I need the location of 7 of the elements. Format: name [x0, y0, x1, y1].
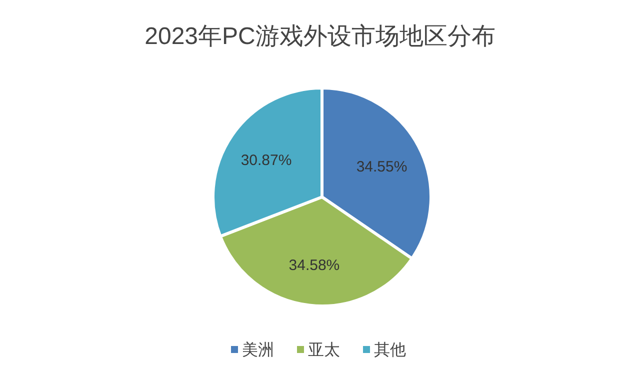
chart-title: 2023年PC游戏外设市场地区分布: [144, 23, 496, 50]
legend-label: 其他: [374, 341, 406, 359]
legend-label: 美洲: [242, 341, 274, 359]
data-label: 34.58%: [288, 257, 340, 274]
data-label: 30.87%: [240, 152, 292, 169]
data-label: 34.55%: [356, 158, 408, 176]
legend-label: 亚太: [308, 341, 340, 359]
